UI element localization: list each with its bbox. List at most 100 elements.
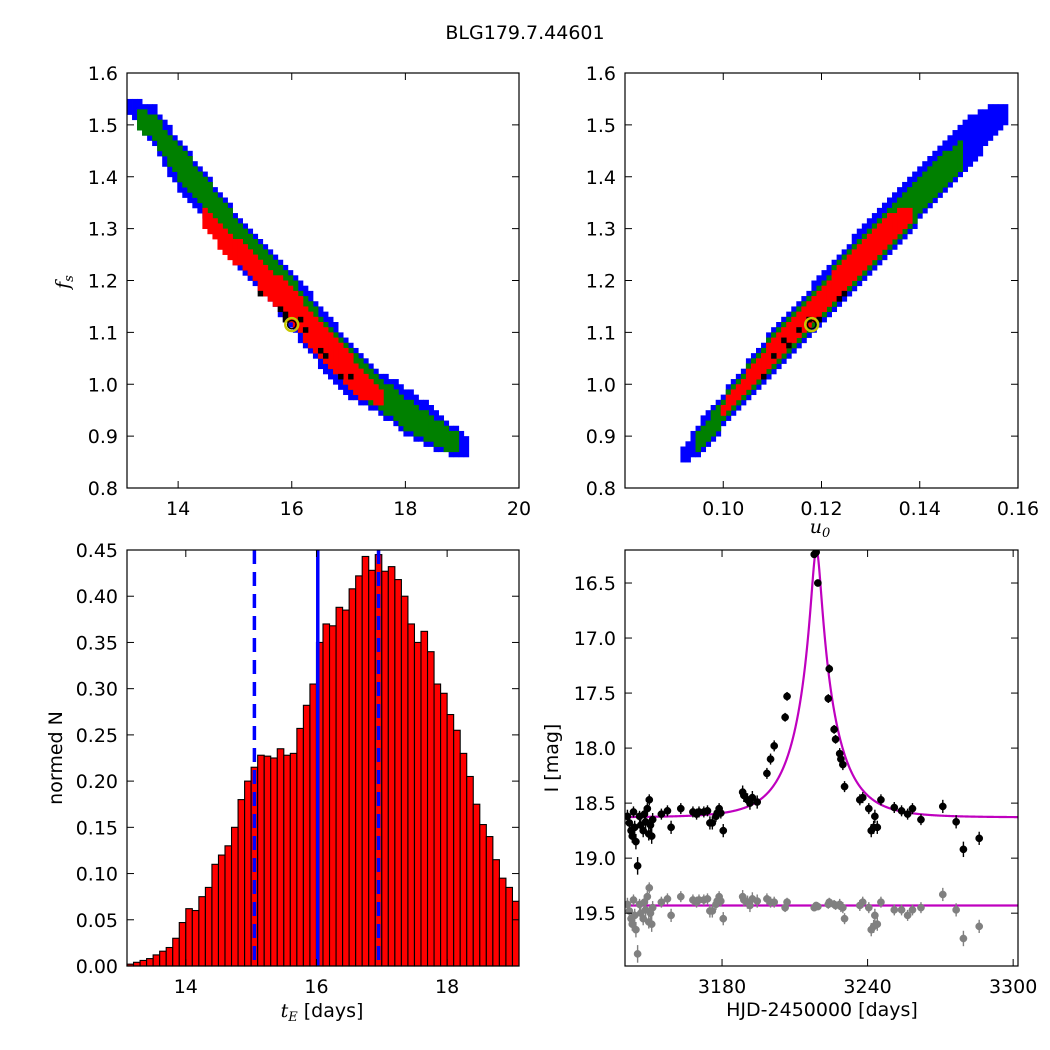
data-point xyxy=(903,810,912,818)
data-point xyxy=(897,806,906,815)
residual-point xyxy=(814,902,822,911)
heatmap-cell-red xyxy=(282,280,289,318)
histogram-bar xyxy=(348,588,357,967)
heatmap-cell-green xyxy=(388,384,394,416)
heatmap-cell-blue xyxy=(992,104,999,136)
best-fit-marker xyxy=(803,316,820,333)
residual-point xyxy=(840,914,849,923)
histogram-bar xyxy=(485,836,494,967)
heatmap-cell-red xyxy=(287,285,294,323)
data-point xyxy=(783,692,791,701)
heatmap-cell-red xyxy=(242,244,249,271)
data-point xyxy=(657,810,666,818)
heatmap-cell-red xyxy=(725,394,732,411)
heatmap-cell-black xyxy=(836,296,843,302)
y-tick-label: 0.35 xyxy=(76,632,118,654)
plot-frame xyxy=(126,549,520,967)
heatmap-cell-red xyxy=(237,239,243,266)
x-tick-label: 18 xyxy=(435,976,459,998)
heatmap-cell-red xyxy=(217,223,223,250)
histogram-bar xyxy=(407,623,416,967)
data-point xyxy=(645,795,654,804)
histogram-bar xyxy=(159,950,167,967)
heatmap-cell-black xyxy=(761,373,767,380)
data-point xyxy=(824,694,833,703)
heatmap-cell-green xyxy=(182,150,188,188)
histogram-bar xyxy=(387,566,396,967)
heatmap-cell-black xyxy=(297,316,304,323)
histogram-bar xyxy=(302,704,311,967)
data-point xyxy=(938,802,947,811)
residual-point xyxy=(839,903,847,912)
heatmap-cell-green xyxy=(172,140,178,172)
heatmap-cell-green xyxy=(192,166,198,198)
histogram-bar xyxy=(400,595,409,967)
y-tick-label: 17.0 xyxy=(574,628,616,650)
heatmap-cell-red xyxy=(317,322,324,359)
y-tick-label: 1.0 xyxy=(586,374,616,396)
data-point xyxy=(663,806,672,815)
data-point xyxy=(858,793,867,802)
y-axis-label: fs xyxy=(52,275,77,291)
histogram-bar xyxy=(355,575,363,967)
heatmap-cell-red xyxy=(766,342,772,370)
data-point xyxy=(877,795,885,804)
histogram-bar xyxy=(204,886,213,967)
histogram-bar xyxy=(217,854,226,967)
residual-point xyxy=(975,922,984,931)
x-tick-label: 0.16 xyxy=(997,498,1039,520)
heatmap-cell-blue xyxy=(680,446,686,463)
histogram-bar xyxy=(459,752,468,967)
heatmap-cell-green xyxy=(413,405,419,437)
heatmap-cell-red xyxy=(816,290,822,318)
heatmap-cell-green xyxy=(232,218,238,255)
y-tick-label: 1.6 xyxy=(586,63,616,85)
heatmap-cell-red xyxy=(735,384,742,401)
heatmap-cell-red xyxy=(212,218,218,240)
residual-point xyxy=(643,892,652,901)
heatmap-cell-green xyxy=(710,410,717,437)
heatmap-cell-green xyxy=(212,192,218,224)
heatmap-cell-red xyxy=(363,373,369,401)
heatmap-cell-blue xyxy=(127,98,133,115)
histogram-bar xyxy=(211,863,220,967)
heatmap-cell-red xyxy=(881,218,888,250)
heatmap-cell-red xyxy=(851,249,858,281)
histogram-bar xyxy=(237,799,246,967)
data-point xyxy=(812,550,821,557)
x-tick-label: 20 xyxy=(507,498,531,520)
y-tick-label: 1.0 xyxy=(88,374,118,396)
residual-point xyxy=(657,898,666,907)
data-point xyxy=(639,826,648,835)
heatmap-cell-green xyxy=(142,109,148,136)
heatmap-cell-red xyxy=(323,327,329,364)
residual-point xyxy=(858,898,867,907)
data-point xyxy=(840,782,849,791)
data-point xyxy=(647,832,656,840)
heatmap-cell-red xyxy=(267,270,274,302)
heatmap-cell-green xyxy=(398,394,404,427)
histogram-bar xyxy=(511,900,520,967)
residual-point xyxy=(676,892,685,901)
y-tick-label: 0.30 xyxy=(76,679,118,701)
data-point xyxy=(830,725,838,734)
y-tick-label: 1.2 xyxy=(88,271,118,293)
heatmap-cell-red xyxy=(292,290,299,328)
data-point xyxy=(908,804,917,813)
heatmap-cell-red xyxy=(826,280,832,307)
heatmap-cell-green xyxy=(197,171,203,204)
heatmap-cells xyxy=(680,104,1009,463)
histogram-bar xyxy=(191,909,200,967)
heatmap-cell-black xyxy=(786,342,792,349)
heatmap-cell-black xyxy=(816,316,822,323)
y-tick-label: 1.3 xyxy=(88,219,118,241)
heatmap-cell-red xyxy=(312,316,319,354)
y-tick-label: 0.8 xyxy=(586,478,616,500)
model-curve xyxy=(625,550,1018,819)
heatmap-cell-blue xyxy=(458,430,465,458)
heatmap-cell-blue xyxy=(132,98,138,121)
residual-point xyxy=(903,911,912,920)
residual-point xyxy=(783,898,791,907)
x-tick-label: 16 xyxy=(280,498,304,520)
heatmap-cell-red xyxy=(307,311,314,349)
